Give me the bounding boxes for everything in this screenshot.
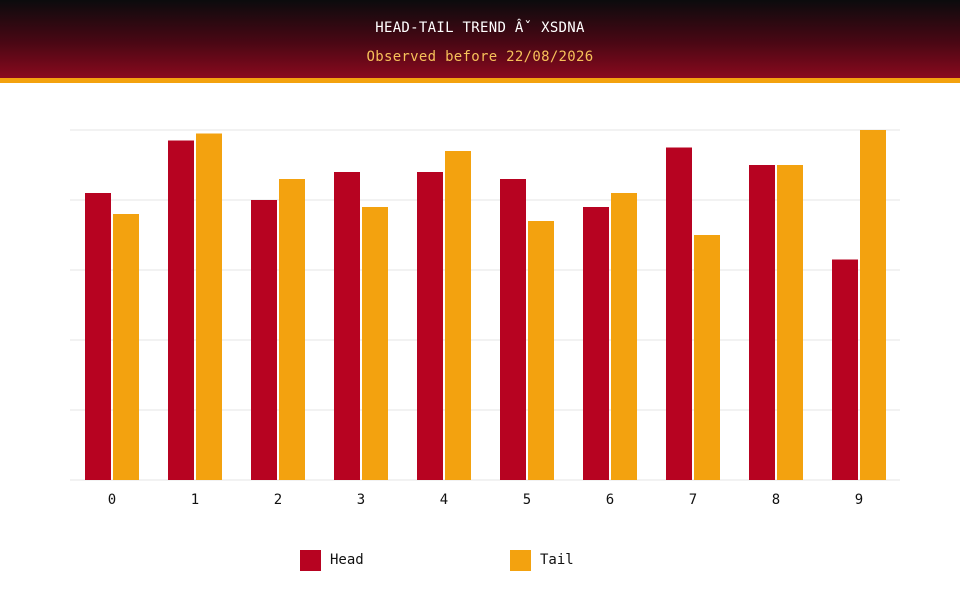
x-tick-label: 1 bbox=[191, 492, 199, 508]
bar-tail-4 bbox=[445, 151, 471, 480]
bar-head-8 bbox=[749, 165, 775, 480]
x-tick-label: 4 bbox=[440, 492, 448, 508]
bar-tail-1 bbox=[196, 133, 222, 480]
bar-tail-9 bbox=[860, 130, 886, 480]
legend-swatch-head bbox=[300, 550, 321, 571]
bar-tail-2 bbox=[279, 179, 305, 480]
bar-tail-7 bbox=[694, 235, 720, 480]
bar-tail-0 bbox=[113, 214, 139, 480]
bar-head-1 bbox=[168, 140, 194, 480]
chart-subtitle: Observed before 22/08/2026 bbox=[366, 49, 594, 65]
x-tick-label: 6 bbox=[606, 492, 614, 508]
bar-head-4 bbox=[417, 172, 443, 480]
bar-tail-3 bbox=[362, 207, 388, 480]
chart-title: HEAD-TAIL TREND Âˇ XSDNA bbox=[375, 20, 585, 36]
bar-head-9 bbox=[832, 259, 858, 480]
bar-head-2 bbox=[251, 200, 277, 480]
x-tick-label: 0 bbox=[108, 492, 116, 508]
bar-tail-6 bbox=[611, 193, 637, 480]
x-tick-label: 3 bbox=[357, 492, 365, 508]
x-tick-label: 8 bbox=[772, 492, 780, 508]
x-tick-label: 7 bbox=[689, 492, 697, 508]
bar-head-0 bbox=[85, 193, 111, 480]
bar-head-3 bbox=[334, 172, 360, 480]
bar-head-6 bbox=[583, 207, 609, 480]
legend-swatch-tail bbox=[510, 550, 531, 571]
header-accent-stripe bbox=[0, 78, 960, 83]
x-tick-label: 2 bbox=[274, 492, 282, 508]
chart-header bbox=[0, 0, 960, 78]
x-tick-label: 9 bbox=[855, 492, 863, 508]
bar-head-5 bbox=[500, 179, 526, 480]
legend-label-tail: Tail bbox=[540, 552, 574, 568]
bar-tail-8 bbox=[777, 165, 803, 480]
legend-label-head: Head bbox=[330, 552, 364, 568]
bar-tail-5 bbox=[528, 221, 554, 480]
x-tick-label: 5 bbox=[523, 492, 531, 508]
bar-head-7 bbox=[666, 147, 692, 480]
